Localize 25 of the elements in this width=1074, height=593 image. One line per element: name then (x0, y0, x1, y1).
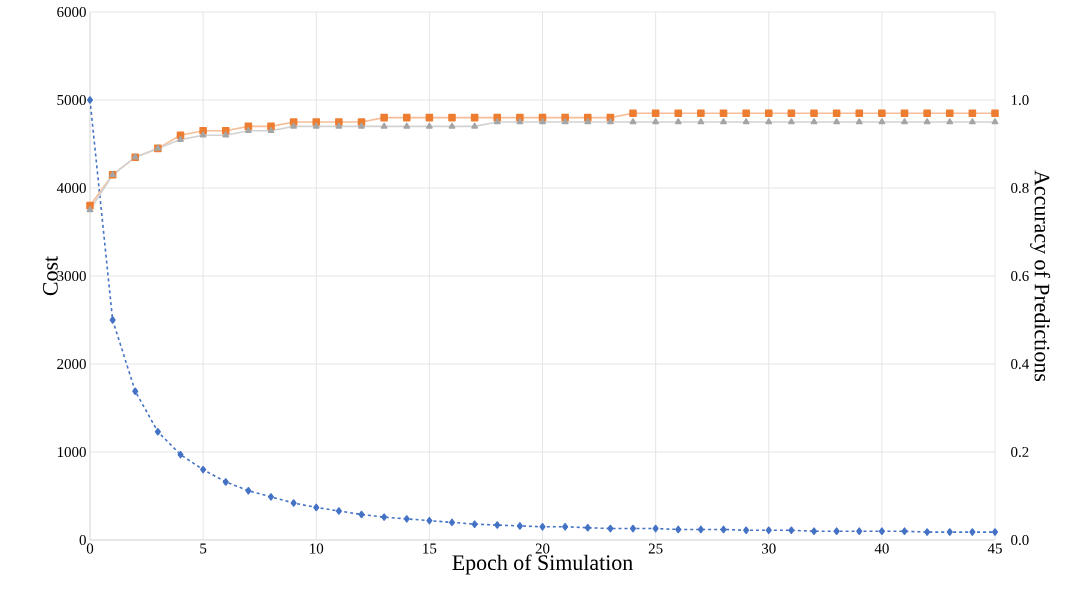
x-tick-label: 5 (200, 543, 207, 554)
x-axis-title: Epoch of Simulation (452, 554, 633, 575)
y-tick-label: 4000 (56, 182, 86, 194)
y-tick-label: 3000 (57, 270, 86, 282)
x-tick-label: 25 (648, 543, 663, 554)
y-tick-label: 0 (79, 534, 86, 546)
x-tick-label: 20 (535, 543, 550, 554)
x-tick-label: 45 (987, 543, 1002, 554)
y2-axis-title: Accuracy of Predictions (1030, 170, 1051, 382)
y-tick-label: 2000 (57, 358, 86, 370)
x-tick-label: 30 (762, 543, 776, 554)
y2-tick-label: 0.6 (1011, 270, 1029, 282)
y2-tick-label: 0.0 (1011, 534, 1029, 546)
x-tick-label: 10 (310, 543, 324, 554)
y2-tick-label: 1.0 (1011, 94, 1029, 106)
y-tick-label: 5000 (57, 94, 86, 106)
y-tick-label: 1000 (57, 446, 86, 458)
x-tick-label: 15 (423, 543, 437, 554)
y-axis-title: Cost (43, 256, 58, 296)
x-tick-label: 0 (86, 543, 94, 554)
y2-tick-label: 0.2 (1011, 446, 1029, 458)
y2-tick-label: 0.4 (1011, 358, 1029, 370)
x-tick-label: 40 (874, 543, 889, 554)
y2-tick-label: 0.8 (1011, 182, 1029, 194)
y-tick-label: 6000 (57, 6, 86, 18)
